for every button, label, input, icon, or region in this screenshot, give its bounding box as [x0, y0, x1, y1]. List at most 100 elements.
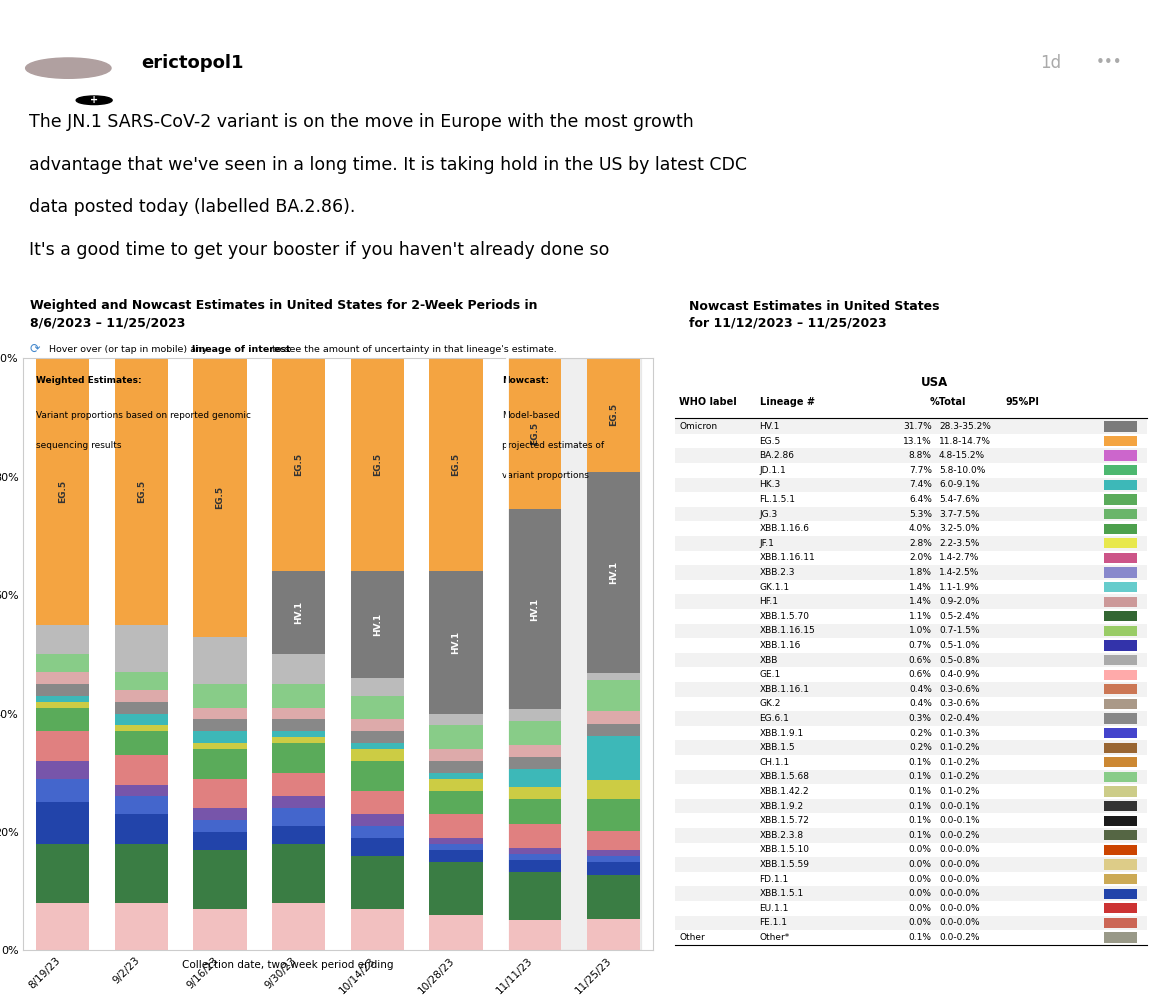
- Text: XBB.2.3: XBB.2.3: [759, 568, 796, 577]
- Bar: [36, 672, 89, 684]
- Bar: [1104, 713, 1137, 723]
- Bar: [429, 862, 483, 915]
- Text: GK.2: GK.2: [759, 699, 782, 708]
- Text: 95%PI: 95%PI: [1005, 397, 1039, 407]
- Bar: [429, 359, 483, 572]
- Bar: [351, 838, 404, 856]
- Bar: [429, 779, 483, 791]
- Bar: [271, 809, 325, 826]
- Bar: [1104, 494, 1137, 505]
- Text: XBB.1.5.59: XBB.1.5.59: [759, 860, 810, 870]
- Bar: [429, 725, 483, 749]
- Text: EG.5: EG.5: [294, 453, 303, 476]
- Bar: [675, 682, 1147, 696]
- Text: Collection date, two-week period ending: Collection date, two-week period ending: [181, 960, 393, 970]
- Text: variant proportions: variant proportions: [502, 471, 589, 480]
- Bar: [508, 800, 562, 824]
- Text: HV.1: HV.1: [373, 614, 381, 636]
- Bar: [586, 736, 640, 780]
- Text: 8.8%: 8.8%: [909, 451, 931, 460]
- Text: 0.2-0.4%: 0.2-0.4%: [940, 714, 979, 723]
- Bar: [36, 684, 89, 696]
- Text: XBB.1.5.70: XBB.1.5.70: [759, 612, 810, 621]
- Bar: [1104, 860, 1137, 870]
- Bar: [36, 696, 89, 702]
- Bar: [1104, 845, 1137, 855]
- Bar: [193, 779, 247, 809]
- Text: %Total: %Total: [929, 397, 966, 407]
- Bar: [36, 702, 89, 707]
- Bar: [271, 684, 325, 707]
- Text: JG.3: JG.3: [759, 510, 778, 519]
- Bar: [1104, 450, 1137, 461]
- Bar: [351, 678, 404, 696]
- Bar: [675, 448, 1147, 463]
- Bar: [115, 731, 168, 755]
- Text: 0.0-0.1%: 0.0-0.1%: [940, 816, 979, 826]
- Text: Lineage #: Lineage #: [759, 397, 814, 407]
- Text: 0.6%: 0.6%: [909, 670, 931, 679]
- Text: HV.1: HV.1: [294, 602, 303, 624]
- Text: 0.1%: 0.1%: [909, 787, 931, 796]
- Bar: [271, 359, 325, 572]
- Text: 0.6%: 0.6%: [909, 655, 931, 664]
- Bar: [351, 826, 404, 838]
- Bar: [115, 755, 168, 785]
- Bar: [351, 856, 404, 909]
- Bar: [429, 791, 483, 815]
- Text: XBB.1.5: XBB.1.5: [759, 743, 796, 752]
- Text: projected estimates of: projected estimates of: [502, 441, 604, 450]
- Text: 1.4-2.7%: 1.4-2.7%: [940, 554, 979, 563]
- Bar: [675, 536, 1147, 551]
- Bar: [586, 856, 640, 863]
- Text: EG.5: EG.5: [530, 422, 539, 445]
- Text: JD.1.1: JD.1.1: [759, 466, 786, 475]
- Text: Nowcast Estimates in United States
for 11/12/2023 – 11/25/2023: Nowcast Estimates in United States for 1…: [689, 300, 940, 330]
- Text: EG.5: EG.5: [759, 436, 780, 445]
- Bar: [1104, 699, 1137, 709]
- Bar: [508, 787, 562, 800]
- Bar: [271, 719, 325, 731]
- Bar: [1104, 597, 1137, 607]
- Bar: [675, 711, 1147, 726]
- Text: XBB.1.5.1: XBB.1.5.1: [759, 889, 804, 898]
- Text: JF.1: JF.1: [759, 539, 775, 548]
- Bar: [675, 565, 1147, 580]
- Bar: [429, 915, 483, 950]
- Text: XBB.1.5.10: XBB.1.5.10: [759, 846, 810, 855]
- Bar: [193, 359, 247, 636]
- Bar: [675, 799, 1147, 814]
- Text: EU.1.1: EU.1.1: [759, 903, 789, 912]
- Text: 0.1-0.2%: 0.1-0.2%: [940, 743, 979, 752]
- Bar: [1104, 728, 1137, 738]
- Bar: [1104, 538, 1137, 549]
- Bar: [675, 740, 1147, 755]
- Text: 31.7%: 31.7%: [903, 422, 931, 431]
- Text: EG.5: EG.5: [137, 480, 146, 503]
- Bar: [429, 844, 483, 850]
- Text: +: +: [90, 96, 98, 106]
- Text: FL.1.5.1: FL.1.5.1: [759, 495, 796, 504]
- Circle shape: [76, 96, 112, 105]
- Bar: [675, 915, 1147, 930]
- Bar: [1104, 524, 1137, 534]
- Bar: [36, 844, 89, 903]
- Text: 0.4-0.9%: 0.4-0.9%: [940, 670, 979, 679]
- Text: 0.0-0.2%: 0.0-0.2%: [940, 831, 979, 840]
- Bar: [193, 809, 247, 820]
- Text: 0.3-0.6%: 0.3-0.6%: [940, 699, 979, 708]
- Text: 0.1-0.2%: 0.1-0.2%: [940, 787, 979, 796]
- Text: 0.0%: 0.0%: [909, 846, 931, 855]
- Text: 1.1-1.9%: 1.1-1.9%: [940, 583, 979, 592]
- Text: WHO label: WHO label: [680, 397, 737, 407]
- Bar: [115, 690, 168, 702]
- Text: 6.4%: 6.4%: [909, 495, 931, 504]
- Bar: [1104, 480, 1137, 490]
- Bar: [1104, 874, 1137, 884]
- Bar: [429, 850, 483, 862]
- Bar: [193, 731, 247, 743]
- Bar: [586, 863, 640, 874]
- Bar: [351, 696, 404, 719]
- Text: 0.0-0.0%: 0.0-0.0%: [940, 860, 979, 870]
- Text: 0.1%: 0.1%: [909, 933, 931, 942]
